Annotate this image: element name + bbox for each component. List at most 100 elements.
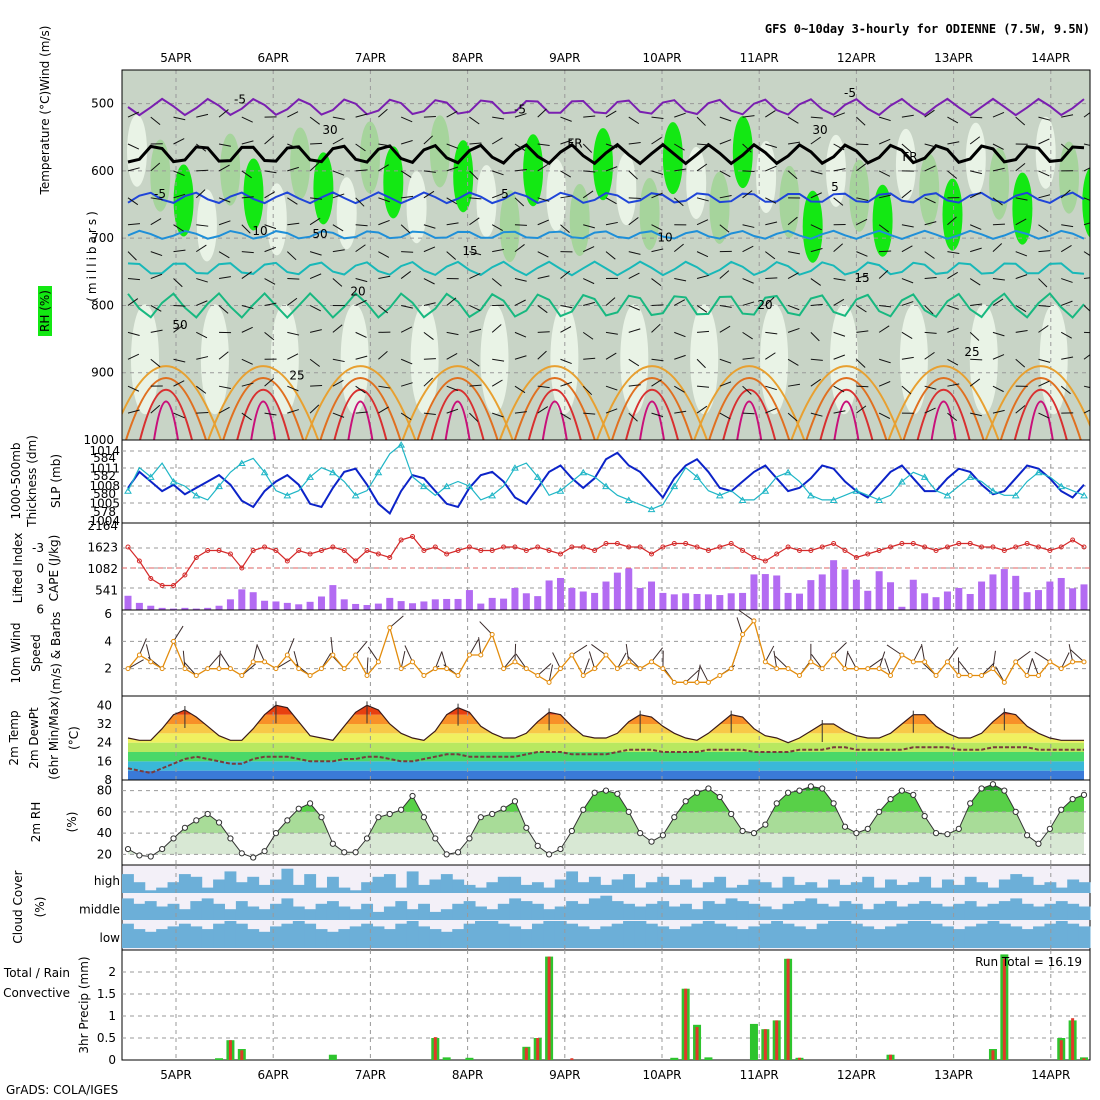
cloud-bar bbox=[987, 887, 1000, 893]
cloud-bar bbox=[543, 921, 556, 948]
cape-bar bbox=[295, 604, 303, 610]
thickness-marker bbox=[237, 459, 246, 467]
wind-speed-marker bbox=[330, 652, 336, 658]
wind-barb bbox=[309, 162, 320, 172]
rh2m-panel: 20 40 60 80 2m RH (%) bbox=[29, 779, 1091, 866]
wind-barb bbox=[651, 248, 664, 253]
rh2m-marker bbox=[819, 785, 826, 792]
wind-barb bbox=[287, 166, 299, 172]
top-date-label: 5APR bbox=[160, 51, 191, 65]
precip-convective-bar bbox=[240, 1050, 244, 1060]
run-total-annotation: Run Total = 16.19 bbox=[975, 955, 1082, 969]
cloud-bar bbox=[475, 921, 487, 948]
y-tick-label: 700 bbox=[91, 231, 114, 245]
wind-speed-marker bbox=[956, 673, 962, 678]
wind-barb bbox=[173, 324, 184, 333]
precip-convective-bar bbox=[547, 956, 551, 1060]
wind-barb bbox=[401, 304, 413, 309]
wind-barb bbox=[742, 224, 755, 228]
wind-barb bbox=[878, 224, 890, 233]
rh2m-marker bbox=[136, 852, 143, 859]
precip-convective-bar bbox=[1002, 958, 1006, 1060]
wind-barb bbox=[833, 112, 846, 118]
cloud-bar bbox=[793, 884, 806, 893]
wind-barb bbox=[1083, 111, 1090, 118]
cloud-bar bbox=[953, 884, 966, 893]
cape-bar bbox=[545, 580, 553, 610]
warm-contour bbox=[819, 389, 874, 440]
thickness-marker bbox=[943, 491, 952, 499]
warm-contour bbox=[916, 389, 971, 440]
wind-barb bbox=[196, 224, 209, 227]
wind-barb bbox=[469, 217, 480, 226]
cloud-bar bbox=[839, 884, 852, 893]
rh2m-marker bbox=[910, 791, 917, 798]
wind-speed-marker bbox=[1024, 673, 1030, 678]
precip-total-bar bbox=[465, 1057, 474, 1060]
rh2m-marker bbox=[671, 814, 678, 821]
cape-bar bbox=[420, 601, 428, 610]
cape-bar bbox=[534, 596, 542, 610]
cape-bar bbox=[272, 601, 280, 610]
wind-barb bbox=[856, 197, 869, 202]
wind-barb bbox=[765, 251, 776, 260]
wind-barb bbox=[514, 113, 527, 118]
precip-convective-bar bbox=[991, 1050, 995, 1060]
precip-total-bar bbox=[328, 1054, 337, 1060]
wind-barb bbox=[241, 326, 253, 333]
wind-speed-marker bbox=[865, 666, 871, 672]
cloud-bar bbox=[964, 876, 977, 893]
wind-barb bbox=[404, 645, 413, 663]
wind-barb bbox=[742, 190, 753, 199]
wind-barb bbox=[446, 297, 457, 306]
wind-speed-marker bbox=[592, 666, 598, 672]
cloud-bar bbox=[725, 898, 738, 920]
wind-barb bbox=[833, 410, 846, 414]
cape-bar bbox=[1046, 581, 1054, 610]
rh2m-marker bbox=[1058, 806, 1065, 813]
wind-barb bbox=[651, 647, 663, 663]
cape-bar bbox=[249, 592, 257, 610]
rh2m-marker bbox=[1080, 791, 1088, 798]
wind-barb bbox=[879, 304, 892, 308]
wind-barb bbox=[605, 331, 618, 335]
cloud-bar bbox=[395, 923, 408, 948]
temperature-contour bbox=[127, 291, 1085, 320]
wind-barb bbox=[400, 382, 413, 387]
wind-barb bbox=[719, 270, 730, 279]
cloud-bar bbox=[395, 901, 408, 920]
rh2m-marker bbox=[944, 831, 951, 838]
rh2m-marker bbox=[432, 835, 439, 842]
wind-speed-marker bbox=[979, 673, 985, 678]
wind-barb bbox=[774, 655, 789, 670]
wind-speed-marker bbox=[990, 666, 996, 672]
wind-speed-marker bbox=[888, 673, 894, 678]
wind-barb bbox=[287, 353, 299, 360]
y-tick-label: 6 bbox=[104, 607, 112, 621]
cloud-bar bbox=[440, 874, 453, 893]
thickness-marker bbox=[192, 491, 201, 499]
cape-bar bbox=[716, 595, 724, 610]
precip-convective-bar bbox=[536, 1038, 540, 1060]
wind-barb bbox=[400, 116, 413, 123]
wind-barb bbox=[833, 385, 845, 393]
y-tick-label: 0 bbox=[108, 1053, 116, 1067]
cloud-bar bbox=[862, 926, 875, 948]
cape-bar bbox=[454, 598, 462, 610]
cape-bar bbox=[397, 601, 405, 610]
wind-barb bbox=[810, 170, 823, 175]
wind-barb bbox=[423, 115, 436, 118]
cloud-bar bbox=[224, 921, 237, 948]
wind-barb bbox=[879, 250, 892, 253]
wind-barb bbox=[446, 110, 458, 118]
precip-convective-label: Convective bbox=[3, 986, 70, 1000]
wind-barb bbox=[699, 666, 709, 683]
wind-barb bbox=[765, 165, 777, 172]
warm-contour bbox=[319, 377, 402, 440]
cape-bar bbox=[465, 590, 473, 610]
wind-speed-marker bbox=[614, 666, 620, 672]
lifted-index-marker bbox=[1047, 548, 1053, 553]
lifted-index-marker bbox=[205, 548, 211, 553]
wind-barb bbox=[696, 116, 706, 126]
wind-barb bbox=[674, 354, 686, 360]
